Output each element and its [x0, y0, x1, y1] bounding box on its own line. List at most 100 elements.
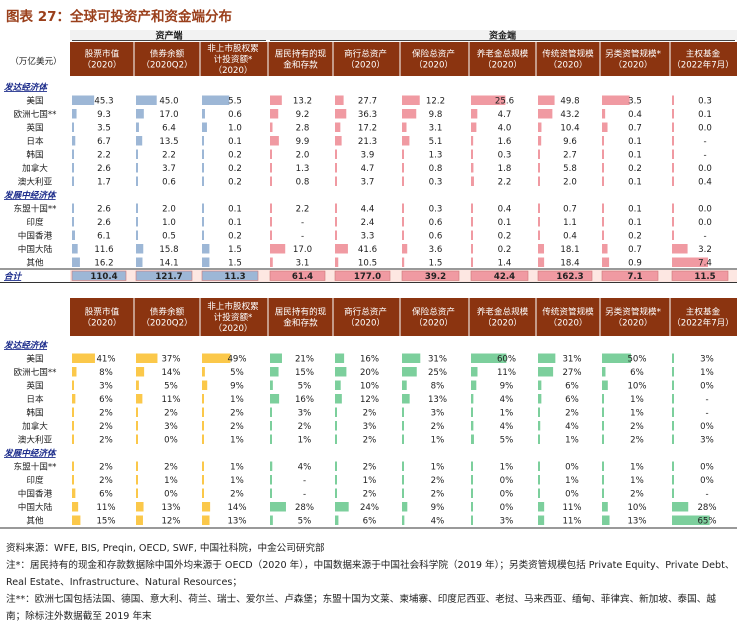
share-bar: [72, 434, 74, 444]
cell-value: 2.6: [97, 218, 111, 228]
row-label: 澳大利亚: [18, 176, 53, 188]
cell-value: 0.2: [628, 164, 642, 174]
share-value: 1%: [630, 409, 644, 419]
value-bar: [471, 109, 478, 119]
share-bar: [202, 488, 204, 498]
cell-value: 0.6: [228, 110, 242, 120]
cell-value: 17.0: [159, 110, 178, 120]
value-bar: [672, 136, 674, 146]
top-header-text: 另类资管规模*: [605, 48, 662, 60]
bottom-header-text: （2020）: [613, 318, 652, 329]
share-bar: [538, 394, 542, 404]
share-bar: [672, 461, 674, 471]
share-bar: [335, 461, 337, 471]
cell-value: 0.2: [228, 232, 242, 242]
section-label: 发达经济体: [4, 340, 48, 351]
note-star-2: Real Estate、Infrastructure、Natural Resou…: [6, 577, 242, 588]
value-bar: [471, 244, 473, 254]
share-value: 13%: [428, 395, 447, 405]
cell-value: 0.7: [563, 205, 577, 215]
top-header-text: 居民持有的现: [275, 48, 327, 60]
cell-value: 0.4: [698, 178, 712, 188]
share-bar: [672, 515, 710, 525]
cell-value: 0.1: [228, 218, 242, 228]
value-bar: [335, 217, 337, 227]
share-value: 5%: [164, 382, 178, 392]
value-bar: [136, 149, 138, 159]
cell-value: 1.3: [429, 151, 443, 161]
cell-value: 0.4: [498, 205, 512, 215]
group-asset-band: [70, 30, 268, 40]
bottom-header-text: 金和存款: [283, 317, 318, 329]
share-bar: [270, 434, 272, 444]
value-bar: [470, 270, 529, 281]
share-bar: [335, 367, 347, 377]
value-bar: [335, 203, 337, 213]
top-header-text: （2020）: [483, 60, 522, 71]
share-value: 0%: [700, 422, 714, 432]
top-header-text: 传统资管规模: [542, 48, 594, 60]
share-bar: [538, 434, 540, 444]
cell-value: 1.1: [563, 218, 577, 228]
value-bar: [538, 244, 545, 254]
value-bar: [270, 149, 272, 159]
share-value: 1%: [630, 463, 644, 473]
share-value: 2%: [431, 490, 445, 500]
cell-value: 0.0: [698, 218, 712, 228]
value-bar: [538, 176, 540, 186]
top-header-text: （2020）: [213, 65, 252, 76]
share-bar: [72, 421, 74, 431]
share-bar: [402, 515, 405, 525]
value-bar: [334, 270, 391, 281]
section-label: 发达经济体: [4, 82, 48, 93]
value-bar: [72, 203, 74, 213]
cell-value: 2.2: [296, 205, 310, 215]
cell-value: 1.5: [228, 245, 242, 255]
share-bar: [335, 488, 337, 498]
value-bar: [270, 95, 282, 105]
cell-value: 16.2: [94, 259, 113, 269]
value-bar: [402, 109, 417, 119]
value-bar: [471, 136, 474, 146]
bottom-header-band: [70, 298, 737, 336]
group-fund-band: [268, 30, 737, 40]
value-bar: [471, 122, 477, 132]
cell-value: 12.2: [426, 97, 445, 107]
share-value: 6%: [363, 517, 377, 527]
value-bar: [538, 230, 540, 240]
top-header-text: （2022年7月）: [672, 59, 734, 71]
row-label: 英国: [26, 122, 43, 134]
share-value: 5%: [298, 517, 312, 527]
value-bar: [402, 230, 404, 240]
value-bar: [136, 217, 138, 227]
cell-value: 9.3: [97, 110, 111, 120]
share-bar: [672, 421, 674, 431]
value-bar: [136, 95, 157, 105]
row-label: 英国: [26, 380, 43, 392]
value-bar: [402, 203, 404, 213]
row-label: 美国: [26, 353, 43, 365]
cell-value: 6.1: [97, 232, 111, 242]
share-bar: [402, 434, 404, 444]
share-bar: [72, 394, 76, 404]
bottom-header-text: 另类资管规模*: [605, 306, 662, 318]
cell-value: 17.0: [293, 245, 312, 255]
share-bar: [471, 353, 507, 363]
share-bar: [270, 461, 273, 471]
row-label: 美国: [26, 95, 43, 107]
cell-value: 36.3: [358, 110, 377, 120]
cell-value: 2.6: [97, 205, 111, 215]
value-bar: [402, 217, 404, 227]
cell-value: 1.5: [228, 259, 242, 269]
value-bar: [136, 230, 138, 240]
share-value: 28%: [295, 503, 314, 513]
cell-value: 42.4: [494, 272, 515, 282]
share-bar: [471, 421, 474, 431]
bottom-header-text: （2020）: [346, 318, 385, 329]
share-value: 24%: [360, 503, 379, 513]
share-value: 3%: [700, 436, 714, 446]
share-value: 4%: [500, 395, 514, 405]
share-bar: [270, 475, 272, 485]
top-header-text: 主权基金: [686, 48, 721, 60]
share-bar: [538, 367, 554, 377]
